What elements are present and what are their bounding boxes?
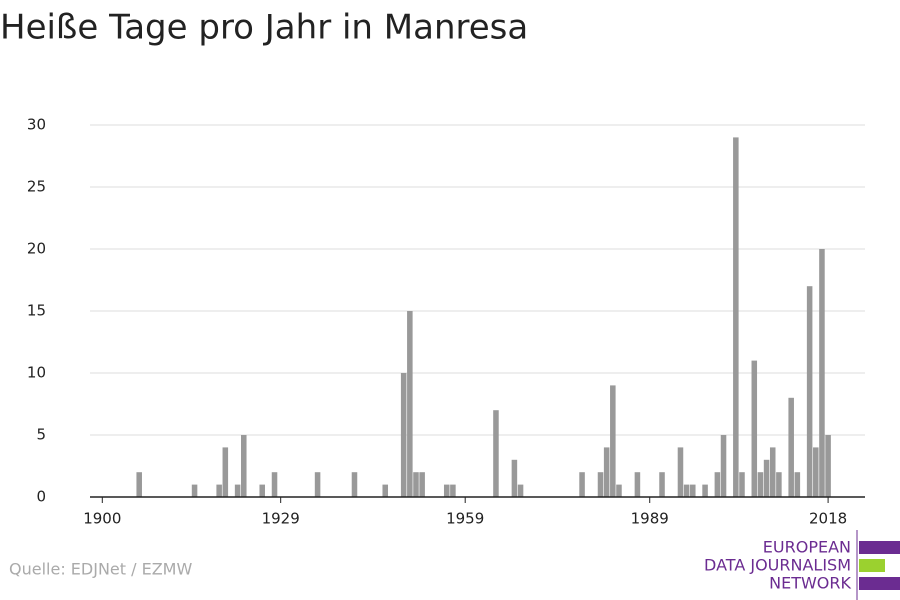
bar <box>407 311 413 497</box>
bar <box>794 472 801 497</box>
y-tick-label: 5 <box>36 426 46 444</box>
logo-text: DATA JOURNALISM <box>704 556 851 575</box>
bar <box>382 484 389 497</box>
x-tick-label: 1929 <box>262 510 300 528</box>
x-tick-label: 1959 <box>446 510 484 528</box>
bar <box>776 472 782 497</box>
bar <box>511 459 518 497</box>
bar <box>603 447 610 497</box>
bar <box>806 286 813 497</box>
bar <box>216 484 222 497</box>
bar <box>739 472 745 497</box>
bar <box>400 373 407 497</box>
bar <box>683 484 690 497</box>
bar <box>413 472 419 497</box>
y-tick-label: 0 <box>36 488 46 506</box>
y-tick-label: 15 <box>27 302 46 320</box>
bar <box>450 484 456 497</box>
bar <box>241 435 247 497</box>
bar <box>493 410 499 497</box>
bar <box>659 472 665 497</box>
source: Quelle: EDJNet / EZMW <box>9 560 192 579</box>
y-tick-label: 20 <box>27 240 46 258</box>
bar <box>579 472 585 497</box>
bar <box>234 484 241 497</box>
bar <box>819 249 825 497</box>
logo-bar <box>859 541 900 554</box>
bar <box>677 447 684 497</box>
bar <box>314 472 321 497</box>
bar <box>443 484 450 497</box>
bar <box>517 484 524 497</box>
bar <box>813 447 819 497</box>
logo-text: EUROPEAN <box>763 538 851 557</box>
x-tick-label: 2018 <box>809 510 847 528</box>
bar <box>259 484 265 497</box>
bar <box>191 484 198 497</box>
logo-bar <box>859 559 885 572</box>
bar <box>597 472 604 497</box>
bar <box>733 137 739 497</box>
bar <box>714 472 721 497</box>
bar <box>136 472 142 497</box>
x-tick-label: 1900 <box>83 510 121 528</box>
logo-text: NETWORK <box>769 574 851 593</box>
bar <box>271 472 278 497</box>
bar <box>788 397 794 497</box>
bar <box>616 484 622 497</box>
bar <box>690 484 696 497</box>
bar <box>351 472 358 497</box>
bar <box>763 459 770 497</box>
bar <box>751 360 758 497</box>
x-tick-label: 1989 <box>631 510 669 528</box>
bar <box>702 484 708 497</box>
chart-title: Heiße Tage pro Jahr in Manresa <box>0 8 528 48</box>
bar <box>634 472 641 497</box>
bar <box>757 472 764 497</box>
y-tick-label: 10 <box>27 364 46 382</box>
bar <box>610 385 616 497</box>
y-tick-label: 30 <box>27 116 46 134</box>
bar <box>222 447 229 497</box>
bar <box>419 472 425 497</box>
y-tick-label: 25 <box>27 178 46 196</box>
logo-bar <box>859 577 900 590</box>
bar <box>769 447 776 497</box>
bar <box>720 435 727 497</box>
bar <box>825 435 831 497</box>
